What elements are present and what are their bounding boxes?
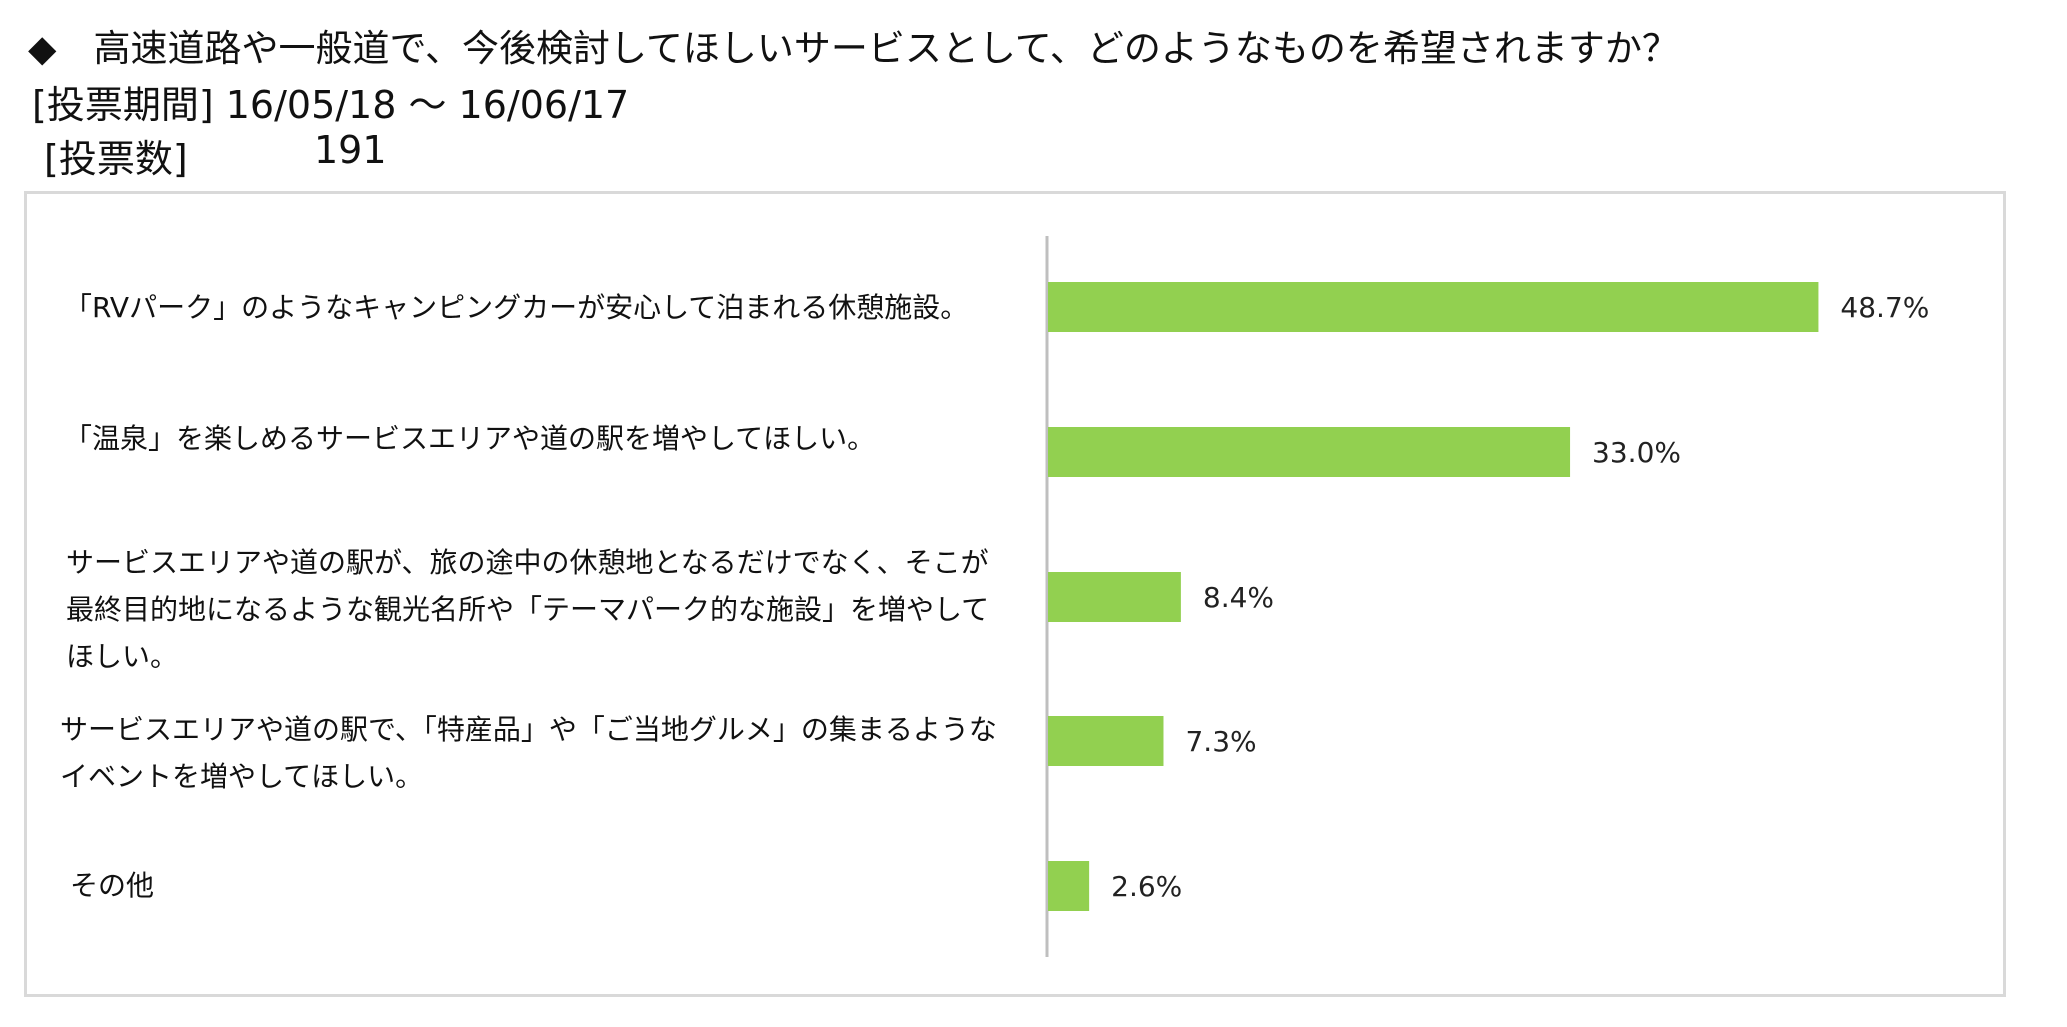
bar-1 xyxy=(1048,427,1571,477)
bar-2 xyxy=(1048,572,1181,622)
data-label-4: 2.6% xyxy=(1111,870,1182,903)
category-label-theme-park: サービスエリアや道の駅が、旅の途中の休憩地となるだけでなく、そこが最終目的地にな… xyxy=(66,546,990,673)
data-label-1: 33.0% xyxy=(1592,436,1681,469)
bar-3 xyxy=(1048,716,1164,766)
bar-4 xyxy=(1048,861,1090,911)
category-label-other: その他 xyxy=(70,869,155,902)
category-label-onsen: 「温泉」を楽しめるサービスエリアや道の駅を増やしてほしい。 xyxy=(64,422,876,455)
chart-frame xyxy=(24,191,2006,997)
vote-count-value: 191 xyxy=(314,128,387,172)
vote-count-label: [投票数] xyxy=(44,137,188,181)
category-label-event: サービスエリアや道の駅で、「特産品」や「ご当地グルメ」の集まるようなイベントを増… xyxy=(60,713,997,793)
bar-0 xyxy=(1048,282,1819,332)
question-title: ◆ 高速道路や一般道で、今後検討してほしいサービスとして、どのようなものを希望さ… xyxy=(28,27,1679,70)
data-label-0: 48.7% xyxy=(1840,291,1929,324)
data-label-3: 7.3% xyxy=(1185,725,1256,758)
voting-period: [投票期間] 16/05/18 ～ 16/06/17 xyxy=(32,83,630,127)
data-label-2: 8.4% xyxy=(1203,581,1274,614)
category-label-rv-park: 「RVパーク」のようなキャンピングカーが安心して泊まれる休憩施設。 xyxy=(64,291,969,324)
